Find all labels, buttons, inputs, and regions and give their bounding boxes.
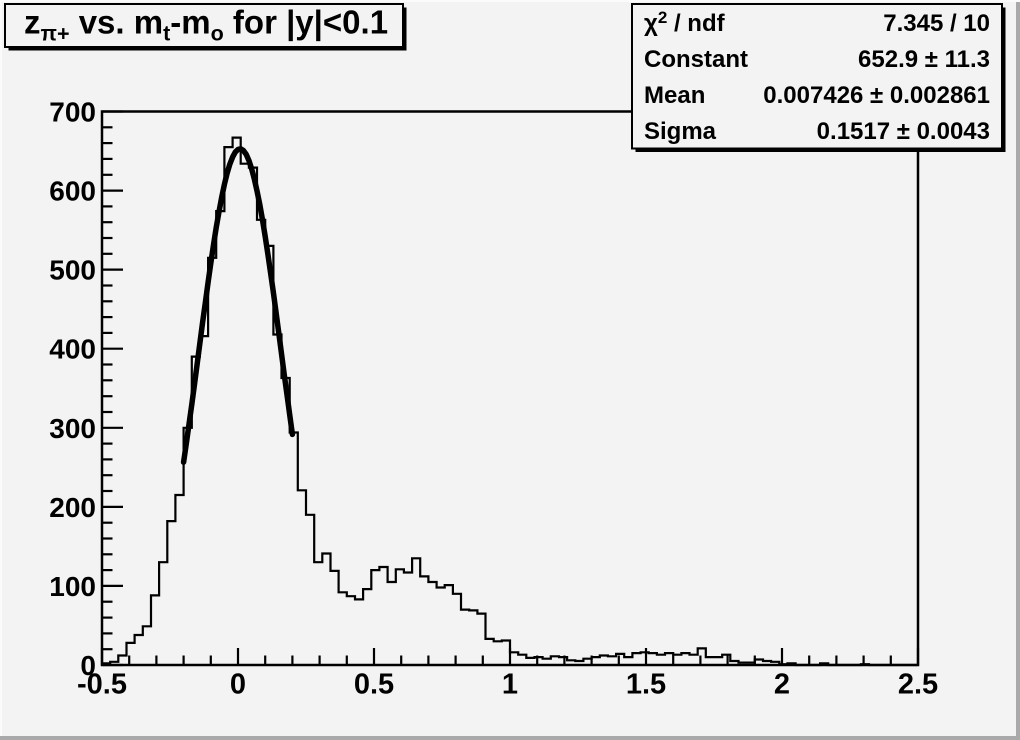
svg-text:χ2 / ndf: χ2 / ndf: [644, 8, 726, 37]
svg-text:-0.5: -0.5: [77, 669, 127, 701]
svg-text:Mean: Mean: [644, 82, 705, 109]
svg-text:300: 300: [49, 413, 96, 444]
svg-text:500: 500: [49, 255, 96, 286]
svg-text:0.007426 ± 0.002861: 0.007426 ± 0.002861: [763, 82, 990, 109]
svg-text:Sigma: Sigma: [644, 118, 717, 145]
svg-text:652.9 ± 11.3: 652.9 ± 11.3: [858, 46, 990, 73]
svg-text:0: 0: [230, 669, 246, 701]
svg-text:7.345 / 10: 7.345 / 10: [883, 10, 990, 37]
svg-text:600: 600: [49, 176, 96, 207]
svg-text:400: 400: [49, 334, 96, 365]
svg-text:700: 700: [49, 97, 96, 128]
svg-text:0.1517 ± 0.0043: 0.1517 ± 0.0043: [817, 118, 990, 145]
svg-text:100: 100: [49, 571, 96, 602]
svg-text:Constant: Constant: [644, 46, 748, 73]
svg-text:0: 0: [80, 650, 96, 681]
svg-text:1.5: 1.5: [626, 669, 666, 701]
svg-text:0.5: 0.5: [354, 669, 394, 701]
svg-text:200: 200: [49, 492, 96, 523]
svg-text:1: 1: [502, 669, 518, 701]
svg-text:2.5: 2.5: [898, 669, 938, 701]
svg-text:2: 2: [774, 669, 790, 701]
svg-text:zπ+ vs. mt-mo for |y|<0.1: zπ+ vs. mt-mo for |y|<0.1: [24, 4, 388, 46]
